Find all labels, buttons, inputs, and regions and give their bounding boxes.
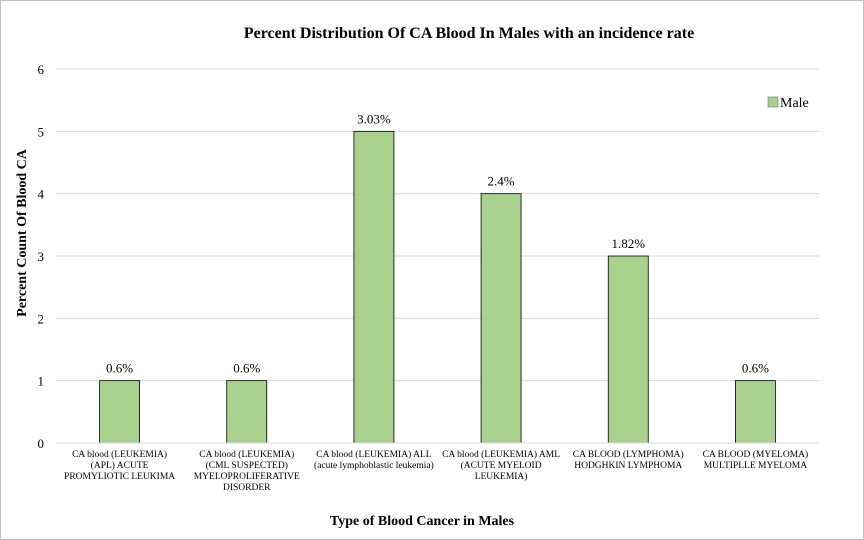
bar-series-male: [99, 130, 776, 444]
legend-swatch-male: [767, 96, 779, 108]
x-category-label: CA BLOOD (MYELOMA)MULTIPLLE MYELOMA: [703, 449, 809, 471]
x-axis-categories: CA blood (LEUKEMIA)(APL) ACUTEPROMYLIOTI…: [64, 449, 808, 493]
data-label: 0.6%: [106, 361, 133, 376]
x-category-line: CA blood (LEUKEMIA) AML: [442, 449, 560, 460]
y-tick-label: 6: [38, 62, 45, 77]
y-tick-label: 3: [38, 249, 45, 264]
y-tick-label: 0: [38, 436, 45, 451]
bar: [735, 380, 776, 444]
x-category-line: HODGHKIN LYMPHOMA: [574, 461, 682, 471]
legend: Male: [767, 96, 809, 111]
legend-label-male: Male: [780, 96, 809, 111]
x-category-line: CA BLOOD (MYELOMA): [703, 449, 809, 460]
x-category-label: CA blood (LEUKEMIA) ALL(acute lymphoblas…: [314, 449, 434, 471]
x-category-line: PROMYLIOTIC LEUKIMA: [64, 472, 175, 482]
y-tick-label: 4: [38, 187, 45, 202]
bar: [480, 193, 522, 444]
bar: [99, 380, 140, 444]
x-axis-title: Type of Blood Cancer in Males: [330, 514, 515, 529]
x-category-line: CA blood (LEUKEMIA): [199, 449, 294, 460]
data-label: 0.6%: [742, 361, 769, 376]
x-category-line: LEUKEMIA): [475, 471, 528, 482]
x-category-line: (acute lymphoblastic leukemia): [314, 460, 434, 471]
x-category-label: CA BLOOD (LYMPHOMA)HODGHKIN LYMPHOMA: [573, 449, 684, 471]
x-category-line: (CML SUSPECTED): [206, 460, 288, 471]
x-category-line: MULTIPLLE MYELOMA: [704, 461, 807, 471]
bar: [607, 255, 649, 444]
x-category-line: (APL) ACUTE: [91, 460, 149, 471]
y-axis-title: Percent Count Of Blood CA: [15, 148, 30, 317]
x-category-line: (ACUTE MYELOID: [461, 460, 542, 471]
x-category-line: CA blood (LEUKEMIA): [72, 449, 167, 460]
data-label: 1.82%: [611, 236, 645, 251]
y-axis-ticks: 0 1 2 3 4 5 6: [38, 62, 45, 451]
bar: [353, 130, 395, 444]
x-category-label: CA blood (LEUKEMIA) AML(ACUTE MYELOIDLEU…: [442, 449, 560, 482]
x-category-line: CA blood (LEUKEMIA) ALL: [316, 449, 432, 460]
gridlines: [56, 68, 819, 382]
data-labels: 0.6% 0.6% 3.03% 2.4% 1.82% 0.6%: [106, 111, 769, 375]
data-label: 2.4%: [488, 174, 515, 189]
data-label: 0.6%: [233, 361, 260, 376]
x-category-label: CA blood (LEUKEMIA)(APL) ACUTEPROMYLIOTI…: [64, 449, 175, 482]
y-tick-label: 2: [38, 311, 45, 326]
bar: [226, 380, 268, 444]
x-category-label: CA blood (LEUKEMIA)(CML SUSPECTED)MYELOP…: [194, 449, 300, 493]
y-tick-label: 1: [38, 374, 45, 389]
y-tick-label: 5: [38, 124, 45, 139]
data-label: 3.03%: [357, 111, 391, 126]
x-category-line: MYELOPROLIFERATIVE: [194, 472, 300, 482]
x-category-line: DISORDER: [223, 483, 271, 493]
chart-title: Percent Distribution Of CA Blood In Male…: [244, 25, 694, 42]
x-category-line: CA BLOOD (LYMPHOMA): [573, 449, 684, 460]
